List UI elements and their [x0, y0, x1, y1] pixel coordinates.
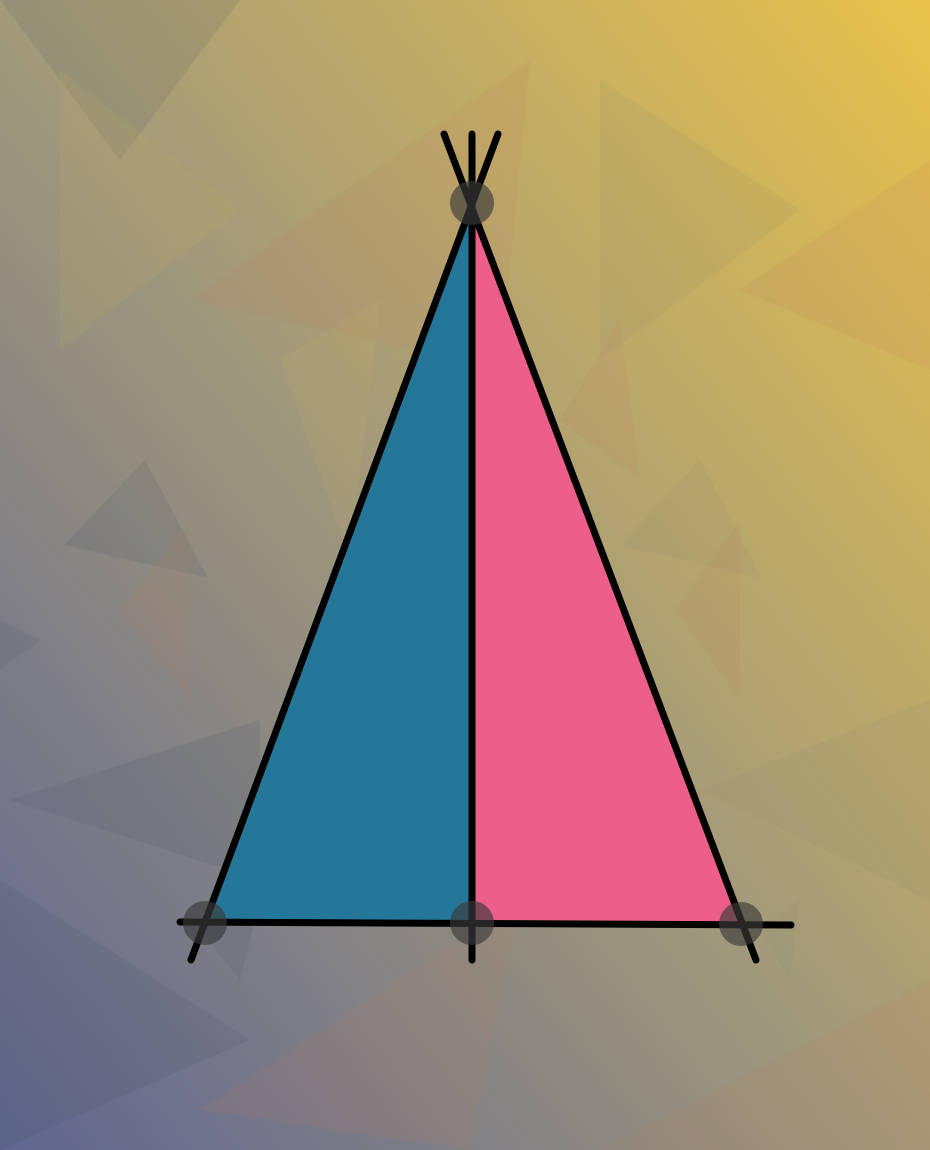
background-shard: [620, 460, 762, 578]
bottom-left-vertex-marker[interactable]: [183, 901, 227, 945]
bottom-right-vertex-marker[interactable]: [719, 902, 763, 946]
right-edge-line[interactable]: [440, 130, 760, 964]
background-shard: [760, 900, 800, 980]
background-shard: [675, 520, 740, 700]
background-shard: [600, 980, 930, 1150]
background-shard: [120, 520, 190, 700]
background-shard: [740, 160, 930, 370]
background-shard: [64, 460, 208, 578]
background-shard: [600, 80, 800, 360]
apex-vertex-marker[interactable]: [450, 181, 494, 225]
background-shard: [0, 0, 240, 160]
background-shard: [0, 620, 40, 670]
background-shard: [560, 320, 640, 480]
background-shard: [200, 900, 520, 1150]
left-edge-line[interactable]: [187, 130, 502, 964]
background-shard: [0, 880, 250, 1150]
background-shard: [10, 720, 260, 880]
background-shard: [700, 700, 930, 900]
background-shard: [280, 300, 380, 560]
background-shard: [60, 70, 240, 350]
bottom-middle-vertex-marker[interactable]: [450, 901, 494, 945]
